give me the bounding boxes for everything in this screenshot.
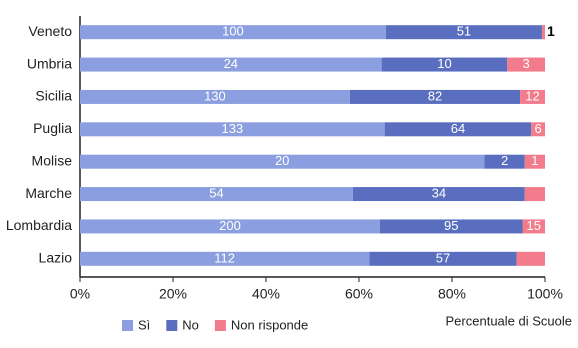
- y-tick-label: Molise: [32, 152, 73, 168]
- bar-segment: [80, 187, 353, 202]
- value-label: 12: [525, 88, 539, 103]
- bar-segment: [524, 187, 545, 202]
- bar-segment: [381, 57, 508, 72]
- bar-segment: [352, 187, 525, 202]
- bar-segment: [380, 219, 523, 234]
- bar-segment: [524, 154, 545, 169]
- value-label: 133: [221, 121, 243, 136]
- bar-segment: [80, 251, 370, 266]
- value-label: 24: [224, 56, 238, 71]
- y-tick-label: Lazio: [39, 250, 73, 266]
- value-label: 1: [547, 23, 555, 39]
- bar-segment: [80, 89, 350, 104]
- bar-segment: [531, 122, 545, 137]
- value-label: 95: [444, 218, 458, 233]
- bar-segment: [349, 89, 521, 104]
- value-label: 10: [437, 56, 451, 71]
- bar-segment: [384, 122, 532, 137]
- x-axis-title: Percentuale di Scuole: [446, 313, 572, 328]
- value-label: 100: [222, 24, 244, 39]
- value-label: 2: [501, 153, 508, 168]
- legend-label: Sì: [138, 317, 150, 332]
- bar-segment: [484, 154, 525, 169]
- value-label: 20: [275, 153, 289, 168]
- legend-swatch: [166, 320, 178, 331]
- bar-segment: [541, 25, 545, 40]
- bar-segment: [385, 25, 542, 40]
- value-label: 51: [457, 24, 471, 39]
- value-label: 6: [535, 121, 542, 136]
- value-label: 15: [527, 218, 541, 233]
- value-label: 3: [523, 56, 530, 71]
- value-label: 34: [432, 186, 446, 201]
- y-tick-label: Veneto: [28, 23, 72, 39]
- legend-swatch: [214, 320, 226, 331]
- value-label: 82: [428, 88, 442, 103]
- y-tick-label: Marche: [25, 185, 72, 201]
- value-label: 200: [219, 218, 241, 233]
- value-label: 54: [209, 186, 223, 201]
- x-tick-label: 0%: [70, 286, 90, 302]
- value-label: 130: [204, 88, 226, 103]
- y-tick-label: Umbria: [27, 55, 72, 71]
- y-tick-label: Sicilia: [35, 88, 72, 104]
- bar-segment: [80, 57, 382, 72]
- bar-segment: [522, 219, 545, 234]
- bar-segment: [507, 57, 545, 72]
- y-tick-label: Puglia: [33, 120, 72, 136]
- x-tick-label: 60%: [345, 286, 373, 302]
- bar-segment: [80, 122, 385, 137]
- legend-label: No: [182, 317, 199, 332]
- bar-segment: [80, 25, 386, 40]
- value-label: 1: [531, 153, 538, 168]
- legend-label: Non risponde: [231, 317, 308, 332]
- x-tick-label: 20%: [159, 286, 187, 302]
- value-label: 57: [436, 250, 450, 265]
- legend-swatch: [122, 320, 133, 331]
- x-tick-label: 100%: [527, 286, 563, 302]
- bar-segment: [516, 251, 545, 266]
- x-tick-label: 40%: [252, 286, 280, 302]
- bar-segment: [520, 89, 545, 104]
- value-label: 64: [451, 121, 465, 136]
- bar-segment: [369, 251, 517, 266]
- x-tick-label: 80%: [438, 286, 466, 302]
- value-label: 112: [214, 250, 235, 265]
- bar-segment: [80, 154, 485, 169]
- y-tick-label: Lombardia: [6, 217, 72, 233]
- bar-segment: [80, 219, 380, 234]
